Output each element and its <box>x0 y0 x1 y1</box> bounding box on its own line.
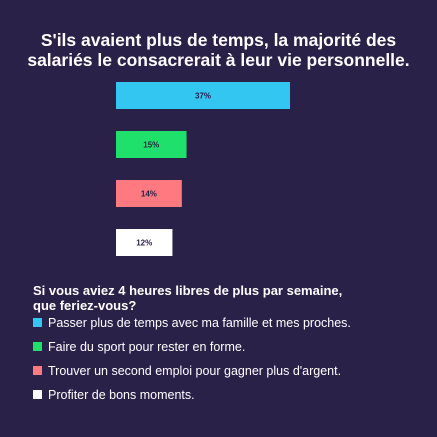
bar-family <box>116 82 290 109</box>
legend-label-second-job: Trouver un second emploi pour gagner plu… <box>48 364 342 378</box>
bar-label-second-job: 14% <box>141 190 157 199</box>
bar-good-times <box>116 229 173 256</box>
legend-label-sport: Faire du sport pour rester en forme. <box>48 340 246 354</box>
legend-swatch-second-job <box>33 366 42 376</box>
legend-swatch-good-times <box>33 390 42 400</box>
bar-sport <box>116 131 187 158</box>
legend-swatch-family <box>33 318 42 328</box>
legend-label-good-times: Profiter de bons moments. <box>48 388 195 402</box>
legend-label-family: Passer plus de temps avec ma famille et … <box>48 316 351 330</box>
chart-title-line-1: S'ils avaient plus de temps, la majorité… <box>40 30 397 50</box>
bar-second-job <box>116 180 182 207</box>
bar-label-sport: 15% <box>143 141 159 150</box>
chart-title: S'ils avaient plus de temps, la majorité… <box>0 30 437 70</box>
bar-label-good-times: 12% <box>136 239 152 248</box>
legend-item-family: Passer plus de temps avec ma famille et … <box>33 317 351 330</box>
legend-item-second-job: Trouver un second emploi pour gagner plu… <box>33 365 351 378</box>
legend-question-line-2: que feriez-vous? <box>33 298 137 313</box>
legend-item-sport: Faire du sport pour rester en forme. <box>33 341 351 354</box>
chart-title-line-2: salariés le consacrerait à leur vie pers… <box>27 50 410 70</box>
bar-label-family: 37% <box>195 92 211 101</box>
legend-question-line-1: Si vous aviez 4 heures libres de plus pa… <box>33 283 343 298</box>
legend-item-good-times: Profiter de bons moments. <box>33 389 351 402</box>
chart-legend: Passer plus de temps avec ma famille et … <box>33 317 351 413</box>
legend-swatch-sport <box>33 342 42 352</box>
legend-question: Si vous aviez 4 heures libres de plus pa… <box>33 283 342 313</box>
